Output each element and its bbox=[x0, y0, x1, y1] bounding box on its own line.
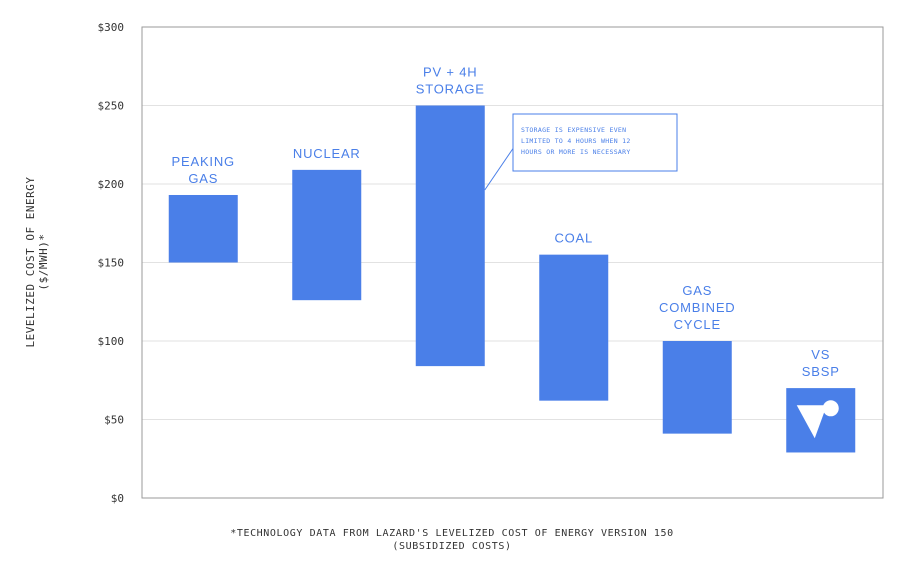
y-tick-label: $0 bbox=[111, 492, 124, 505]
y-tick-label: $300 bbox=[98, 21, 125, 34]
bar bbox=[292, 169, 362, 301]
y-axis-label-line: ($/MWH)* bbox=[37, 234, 50, 291]
y-tick-label: $150 bbox=[98, 257, 125, 270]
category-label: VS bbox=[811, 347, 830, 362]
category-label: GAS bbox=[188, 171, 218, 186]
annotation-text: STORAGE IS EXPENSIVE EVEN bbox=[521, 126, 626, 134]
bar bbox=[415, 105, 485, 367]
bar bbox=[539, 254, 609, 401]
plot-frame bbox=[141, 26, 884, 499]
category-label: CYCLE bbox=[674, 317, 721, 332]
y-tick-label: $250 bbox=[98, 100, 125, 113]
category-label: PV + 4H bbox=[423, 65, 477, 80]
vs-logo-dot-icon bbox=[822, 400, 839, 417]
levelized-cost-chart: $0 $50 $100 $150 $200 $250 $300 LEVELIZED COST … bbox=[24, 21, 884, 505]
annotation-text: LIMITED TO 4 HOURS WHEN 12 bbox=[521, 137, 631, 145]
annotation-leader bbox=[484, 148, 514, 191]
annotation-text: HOURS OR MORE IS NECESSARY bbox=[521, 148, 631, 156]
category-label: PEAKING bbox=[172, 154, 235, 169]
category-label: COMBINED bbox=[659, 300, 735, 315]
y-tick-label: $100 bbox=[98, 335, 125, 348]
category-label: SBSP bbox=[802, 364, 840, 379]
bar bbox=[662, 341, 732, 434]
category-label: GAS bbox=[682, 283, 712, 298]
y-axis-label-line: LEVELIZED COST OF ENERGY bbox=[24, 177, 37, 348]
footnote-line-1: *TECHNOLOGY DATA FROM LAZARD'S LEVELIZED… bbox=[230, 528, 674, 539]
y-tick-label: $200 bbox=[98, 178, 125, 191]
footnote-line-2: (SUBSIDIZED COSTS) bbox=[392, 541, 512, 552]
annotation-box bbox=[512, 113, 678, 172]
vs-logo-icon bbox=[796, 405, 827, 439]
y-axis-label: LEVELIZED COST OF ENERGY($/MWH)* bbox=[24, 177, 50, 348]
y-tick-label: $50 bbox=[104, 414, 124, 427]
bar bbox=[168, 194, 238, 263]
footnote: *TECHNOLOGY DATA FROM LAZARD'S LEVELIZED… bbox=[0, 527, 904, 553]
category-label: COAL bbox=[554, 231, 593, 246]
category-label: STORAGE bbox=[416, 82, 485, 97]
category-label: NUCLEAR bbox=[293, 146, 361, 161]
